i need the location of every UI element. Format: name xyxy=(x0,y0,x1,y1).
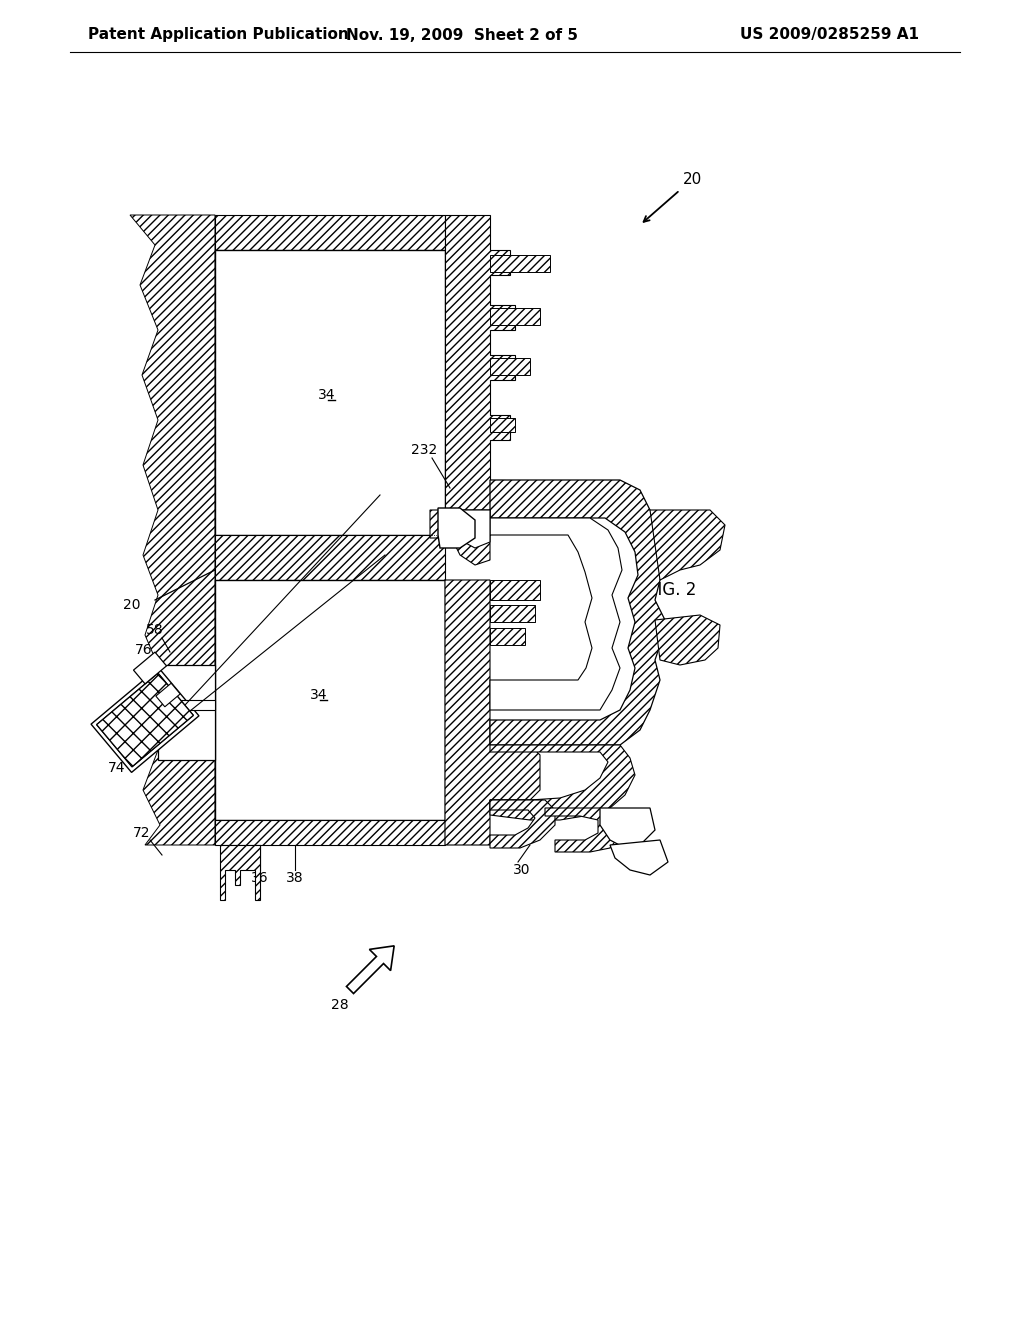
Text: 34: 34 xyxy=(318,388,336,403)
Text: 38: 38 xyxy=(286,871,304,884)
Text: 232: 232 xyxy=(411,444,437,457)
Polygon shape xyxy=(96,673,194,767)
Polygon shape xyxy=(156,684,180,706)
Polygon shape xyxy=(445,215,515,535)
Polygon shape xyxy=(490,358,530,375)
Polygon shape xyxy=(96,673,194,767)
Polygon shape xyxy=(490,800,555,847)
Text: R₂: R₂ xyxy=(152,698,164,708)
Text: 72: 72 xyxy=(133,826,151,840)
Text: FIG. 2: FIG. 2 xyxy=(648,581,696,599)
Polygon shape xyxy=(215,215,445,249)
Text: 20: 20 xyxy=(123,598,140,612)
Polygon shape xyxy=(650,510,725,579)
Polygon shape xyxy=(215,535,445,579)
Polygon shape xyxy=(490,579,540,601)
Polygon shape xyxy=(490,517,622,710)
Text: 36: 36 xyxy=(251,871,269,884)
Polygon shape xyxy=(170,700,215,710)
Text: 76: 76 xyxy=(135,643,153,657)
Text: 20: 20 xyxy=(682,173,701,187)
Text: 34: 34 xyxy=(310,688,328,702)
Text: 58: 58 xyxy=(146,623,164,638)
Polygon shape xyxy=(600,808,655,847)
Polygon shape xyxy=(91,668,199,772)
Text: 74: 74 xyxy=(109,762,126,775)
Polygon shape xyxy=(130,215,215,845)
Polygon shape xyxy=(490,418,515,432)
Polygon shape xyxy=(455,510,490,548)
Polygon shape xyxy=(430,510,490,565)
Polygon shape xyxy=(655,615,720,665)
Polygon shape xyxy=(215,249,445,535)
Polygon shape xyxy=(220,845,260,900)
Text: Patent Application Publication: Patent Application Publication xyxy=(88,28,349,42)
Polygon shape xyxy=(490,480,665,744)
Polygon shape xyxy=(445,579,540,845)
Polygon shape xyxy=(133,652,167,684)
Polygon shape xyxy=(610,840,668,875)
Polygon shape xyxy=(158,665,215,760)
Text: R₁: R₁ xyxy=(148,725,161,735)
Text: 30: 30 xyxy=(513,863,530,876)
Polygon shape xyxy=(490,744,635,820)
Polygon shape xyxy=(215,579,445,820)
Polygon shape xyxy=(215,820,445,845)
Text: US 2009/0285259 A1: US 2009/0285259 A1 xyxy=(740,28,920,42)
Polygon shape xyxy=(490,255,550,272)
Polygon shape xyxy=(545,808,620,851)
Polygon shape xyxy=(490,628,525,645)
Polygon shape xyxy=(490,605,535,622)
FancyArrow shape xyxy=(346,946,394,994)
Text: Nov. 19, 2009  Sheet 2 of 5: Nov. 19, 2009 Sheet 2 of 5 xyxy=(346,28,578,42)
Polygon shape xyxy=(490,308,540,325)
Text: 28: 28 xyxy=(331,998,349,1012)
Polygon shape xyxy=(438,508,475,548)
